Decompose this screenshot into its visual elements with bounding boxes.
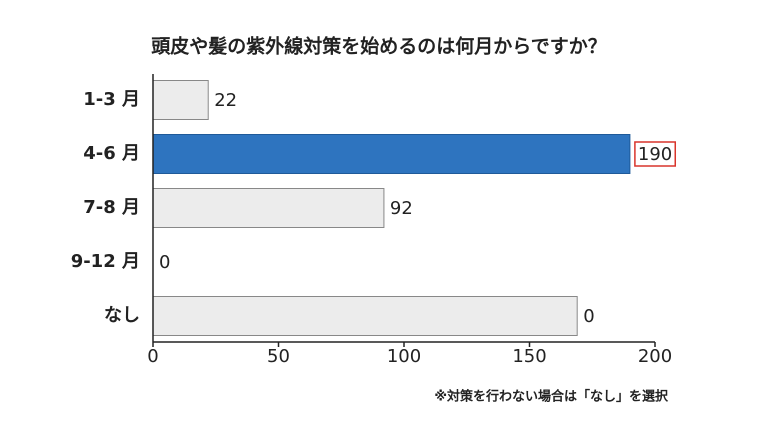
bar — [152, 188, 385, 228]
value-label: 0 — [159, 252, 170, 273]
label-highlight — [634, 141, 677, 167]
bar — [152, 80, 209, 120]
footnote: ※対策を行わない場合は「なし」を選択 — [434, 389, 669, 405]
value-label: 92 — [390, 198, 413, 219]
x-tick-label: 200 — [638, 346, 672, 367]
bar — [152, 134, 631, 174]
x-tick-label: 100 — [387, 346, 421, 367]
x-tick-label: 0 — [147, 346, 158, 367]
x-tick-label: 50 — [267, 346, 290, 367]
chart-title: 頭皮や髪の紫外線対策を始めるのは何月からですか？ — [151, 35, 606, 58]
y-tick-label: 1-3 月 — [83, 89, 140, 110]
value-label: 0 — [583, 306, 594, 327]
value-label: 190 — [638, 144, 672, 165]
x-tick-label: 150 — [512, 346, 546, 367]
bar — [152, 296, 578, 336]
y-tick-label: 4-6 月 — [83, 143, 140, 164]
y-tick-label: なし — [104, 305, 140, 326]
y-tick-label: 7-8 月 — [83, 197, 140, 218]
value-label: 22 — [214, 90, 237, 111]
y-tick-label: 9-12 月 — [71, 251, 140, 272]
